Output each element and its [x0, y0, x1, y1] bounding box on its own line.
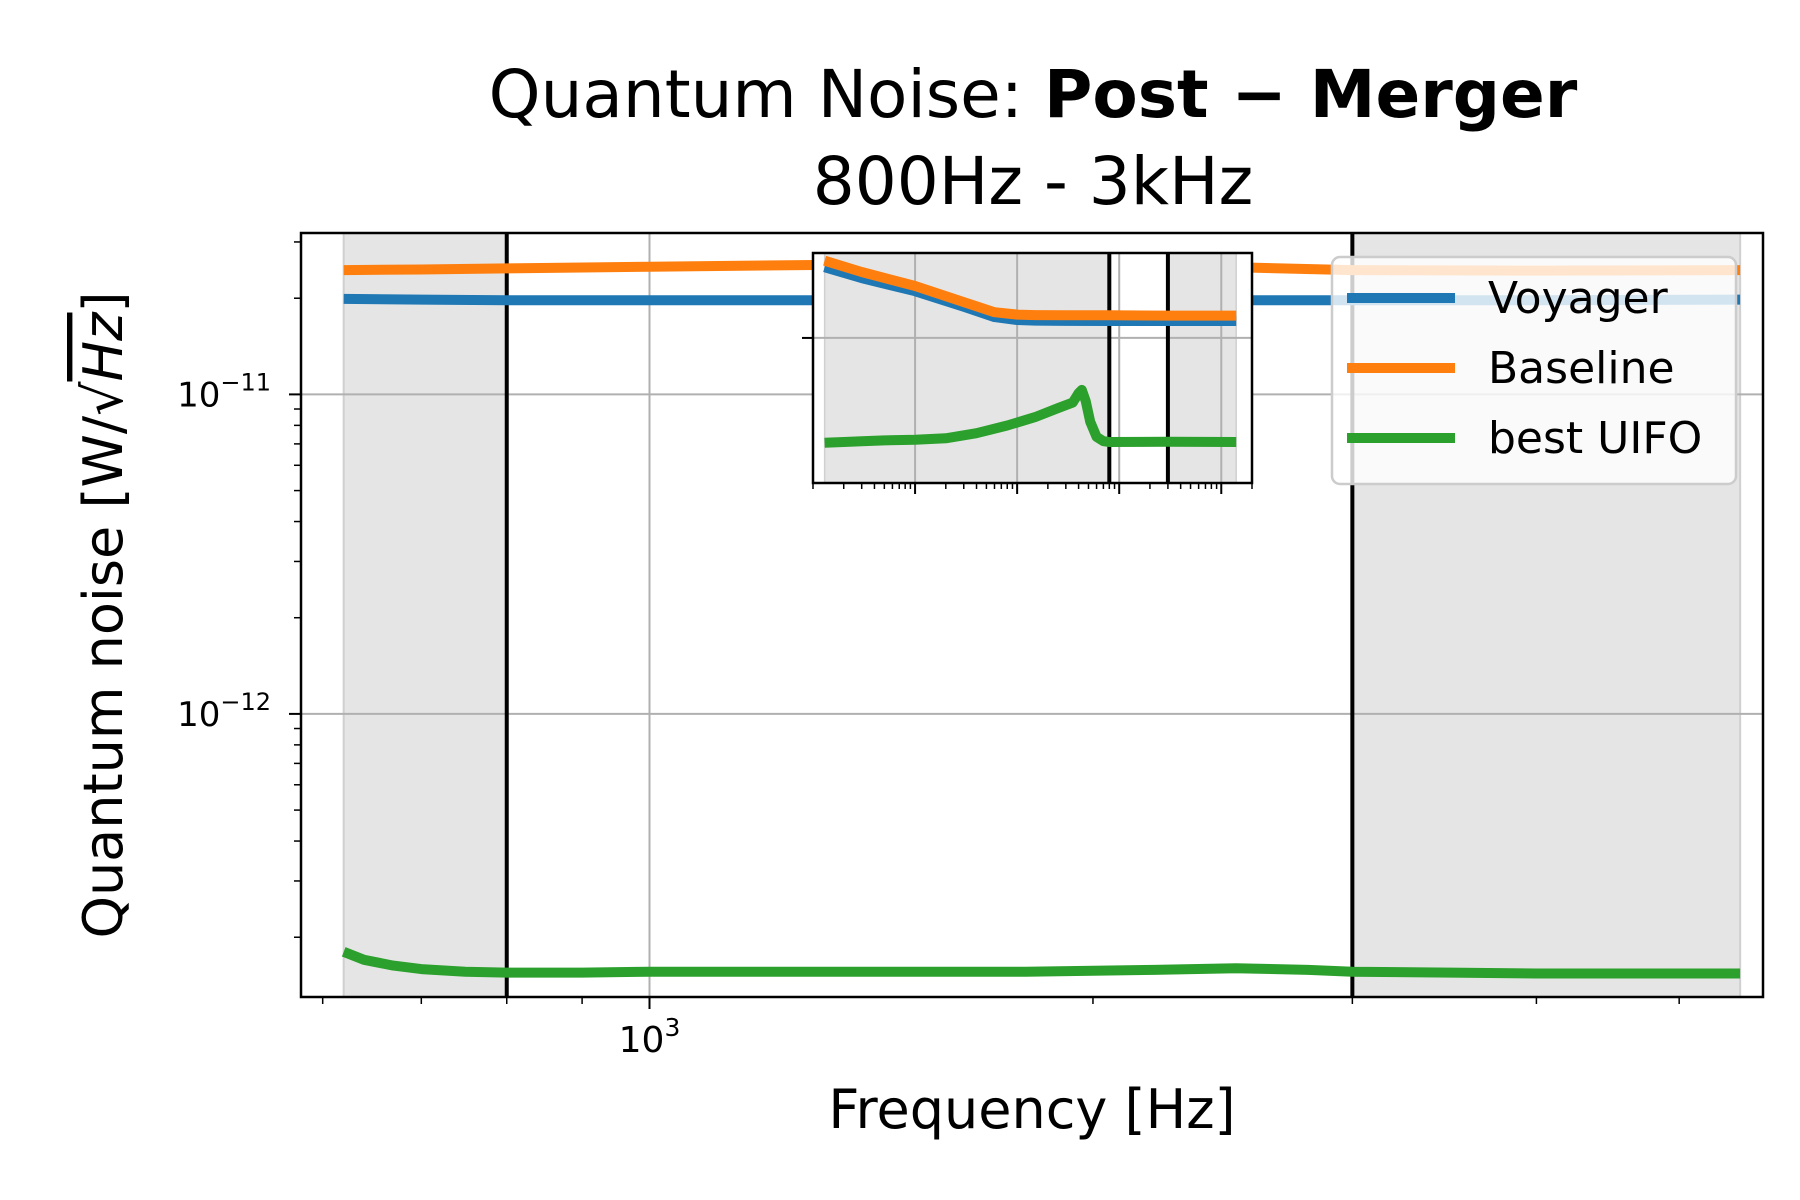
legend: Voyager Baseline best UIFO [1330, 255, 1738, 486]
chart-title-bold: Post − Merger [1044, 56, 1578, 133]
y-axis-label-sqrt: Hz [72, 311, 135, 382]
inset-shaded-region-2 [1167, 253, 1237, 483]
inset-shaded-region-1 [824, 253, 1110, 483]
inset-axis-ticks [802, 336, 1253, 494]
inset-plot [802, 251, 1254, 494]
y-axis-label: Quantum noise [W/√Hz] [72, 291, 135, 938]
series-line-best-uifo [341, 947, 1741, 979]
legend-label: Baseline [1488, 343, 1675, 394]
legend-label: best UIFO [1488, 413, 1702, 464]
chart-title: Quantum Noise: Post − Merger [489, 56, 1578, 133]
legend-box [1330, 255, 1738, 486]
inset-series-line-best-uifo [824, 384, 1237, 448]
x-tick-label: 103 [619, 1013, 681, 1061]
plot-frame [299, 231, 1765, 999]
chart-title-prefix: Quantum Noise: [489, 56, 1044, 133]
chart-subtitle: 800Hz - 3kHz [813, 143, 1254, 220]
axis-ticks: 103 10−12 10−11 [177, 241, 1680, 1061]
inset-series-lines [823, 255, 1237, 448]
legend-label: Voyager [1488, 273, 1669, 324]
shaded-region-1 [343, 233, 507, 997]
y-axis-label-suffix: ] [72, 291, 135, 312]
inset-series-line-baseline [823, 255, 1237, 321]
y-axis-label-prefix: Quantum noise [W/ [72, 415, 135, 938]
inset-series-line-voyager [823, 262, 1237, 326]
y-tick-label: 10−11 [177, 368, 271, 415]
sqrt-sign: √ [72, 381, 135, 416]
y-tick-label: 10−12 [177, 688, 271, 735]
x-axis-label: Frequency [Hz] [828, 1078, 1235, 1141]
inset-frame [811, 251, 1254, 485]
